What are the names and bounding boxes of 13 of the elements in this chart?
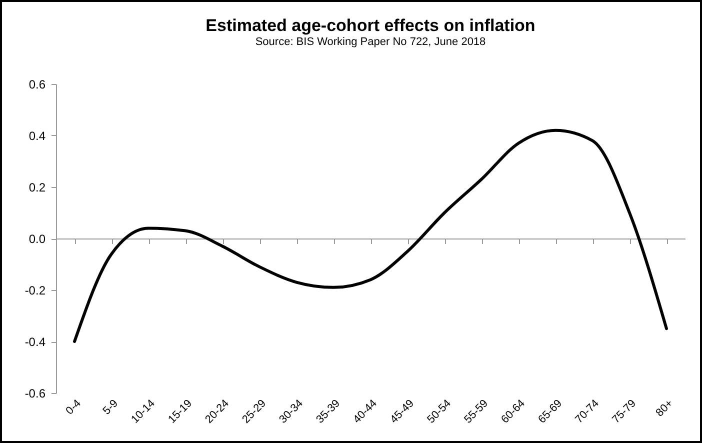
y-tick-label: 0.6 <box>28 78 46 92</box>
x-tick-label: 5-9 <box>100 398 120 418</box>
y-tick-label: -0.4 <box>24 335 46 349</box>
chart-subtitle: Source: BIS Working Paper No 722, June 2018 <box>255 36 486 48</box>
y-tick-label: -0.2 <box>24 284 46 298</box>
x-tick-label: 0-4 <box>64 398 84 418</box>
y-tick-label: 0.0 <box>28 232 46 246</box>
y-tick-label: 0.2 <box>28 180 46 194</box>
chart-title: Estimated age-cohort effects on inflation <box>206 16 536 35</box>
y-tick-label: -0.6 <box>24 386 46 400</box>
x-tick-label: 80+ <box>654 398 676 420</box>
y-tick-label: 0.4 <box>28 129 46 143</box>
line-series <box>73 128 668 343</box>
